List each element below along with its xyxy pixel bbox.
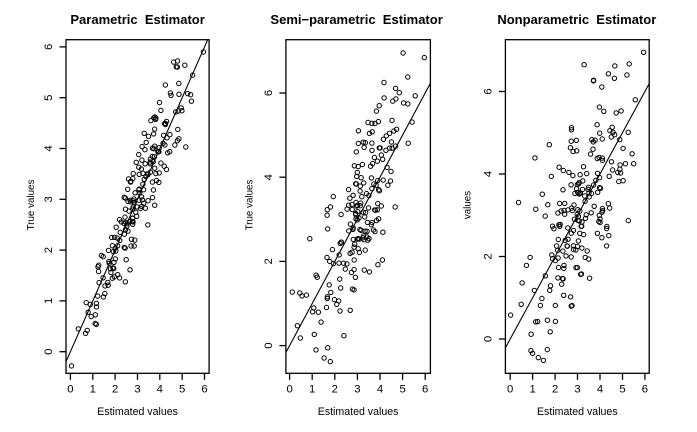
svg-text:1: 1 bbox=[90, 384, 96, 396]
svg-text:values: values bbox=[463, 191, 474, 219]
svg-text:2: 2 bbox=[263, 258, 275, 264]
svg-text:4: 4 bbox=[597, 384, 603, 396]
svg-text:Parametric Estimator: Parametric Estimator bbox=[70, 12, 204, 27]
svg-text:5: 5 bbox=[619, 384, 625, 396]
svg-text:1: 1 bbox=[529, 384, 535, 396]
svg-text:2: 2 bbox=[332, 384, 338, 396]
svg-text:Nonparametric Estimator: Nonparametric Estimator bbox=[497, 12, 656, 27]
svg-text:Estimated values: Estimated values bbox=[537, 406, 618, 418]
svg-text:6: 6 bbox=[642, 384, 648, 396]
svg-text:4: 4 bbox=[43, 145, 55, 151]
svg-text:5: 5 bbox=[43, 95, 55, 101]
svg-text:2: 2 bbox=[552, 384, 558, 396]
svg-text:2: 2 bbox=[112, 384, 118, 396]
svg-text:2: 2 bbox=[482, 253, 494, 259]
svg-text:Estimated values: Estimated values bbox=[97, 406, 178, 418]
svg-text:True values: True values bbox=[245, 179, 256, 230]
svg-text:4: 4 bbox=[377, 384, 383, 396]
svg-text:3: 3 bbox=[354, 384, 360, 396]
svg-text:Semi−parametric Estimator: Semi−parametric Estimator bbox=[270, 12, 442, 27]
svg-text:4: 4 bbox=[482, 171, 494, 177]
svg-text:6: 6 bbox=[263, 90, 275, 96]
svg-text:4: 4 bbox=[157, 384, 163, 396]
svg-text:4: 4 bbox=[263, 174, 275, 180]
svg-text:True values: True values bbox=[26, 179, 37, 230]
svg-text:0: 0 bbox=[482, 336, 494, 342]
svg-text:2: 2 bbox=[43, 247, 55, 253]
svg-text:0: 0 bbox=[67, 384, 73, 396]
svg-text:6: 6 bbox=[422, 384, 428, 396]
svg-text:Estimated values: Estimated values bbox=[318, 406, 399, 418]
svg-text:6: 6 bbox=[201, 384, 207, 396]
svg-text:1: 1 bbox=[43, 298, 55, 304]
svg-text:5: 5 bbox=[179, 384, 185, 396]
svg-text:3: 3 bbox=[134, 384, 140, 396]
svg-text:6: 6 bbox=[482, 88, 494, 94]
svg-text:0: 0 bbox=[507, 384, 513, 396]
svg-text:6: 6 bbox=[43, 44, 55, 50]
svg-text:3: 3 bbox=[43, 196, 55, 202]
svg-text:1: 1 bbox=[309, 384, 315, 396]
svg-text:0: 0 bbox=[263, 342, 275, 348]
svg-text:0: 0 bbox=[286, 384, 292, 396]
svg-text:0: 0 bbox=[43, 349, 55, 355]
svg-text:3: 3 bbox=[574, 384, 580, 396]
svg-text:5: 5 bbox=[399, 384, 405, 396]
